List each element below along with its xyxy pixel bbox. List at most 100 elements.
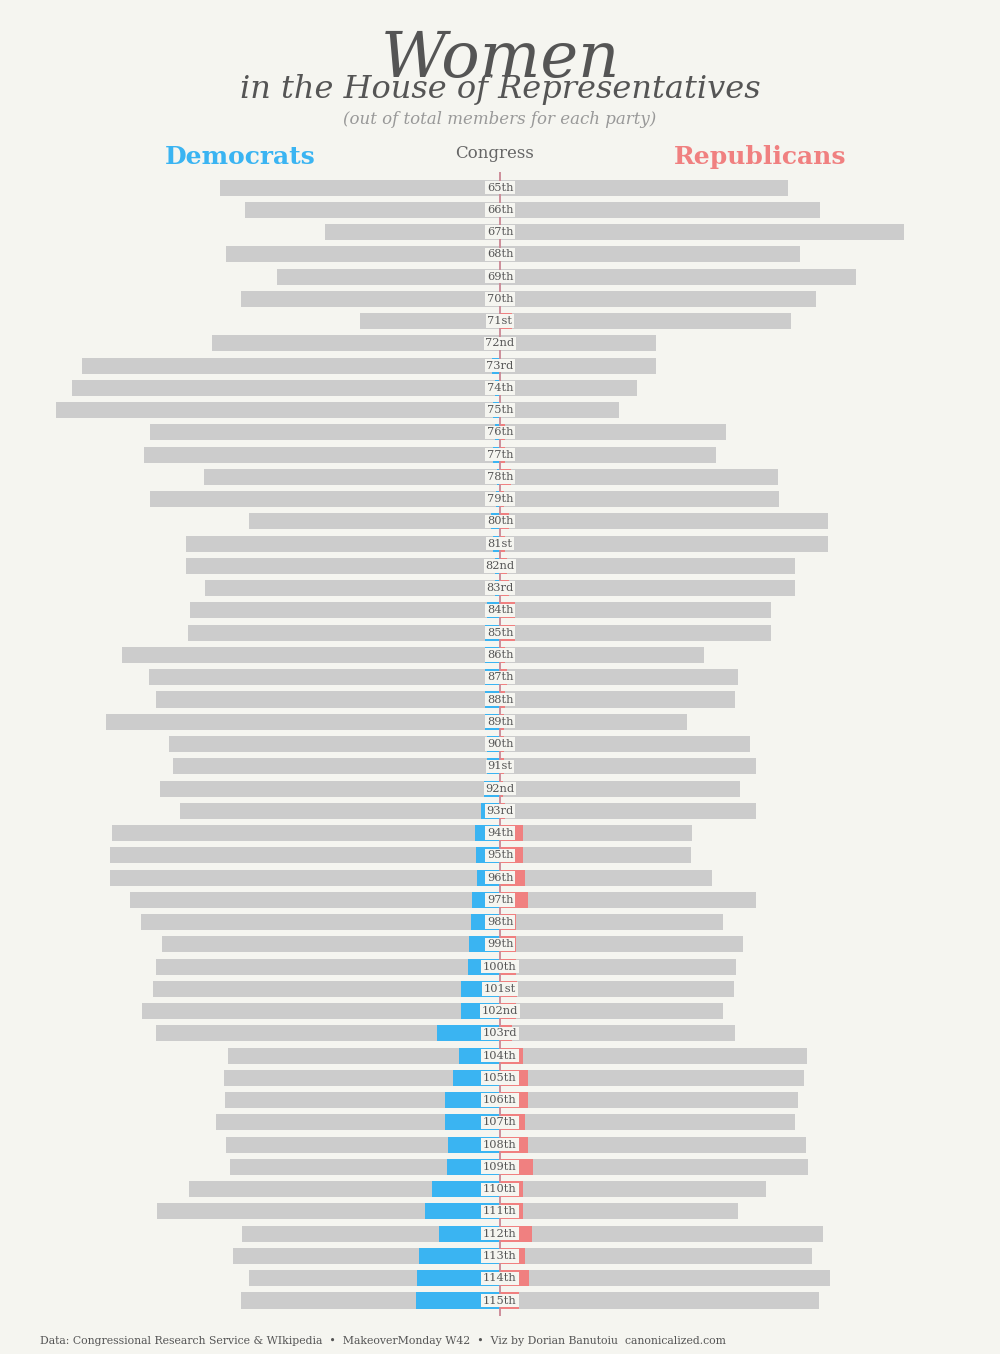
Bar xyxy=(500,513,509,529)
Text: 98th: 98th xyxy=(487,917,513,927)
Bar xyxy=(233,1248,500,1265)
Bar xyxy=(492,357,500,374)
Bar xyxy=(477,869,500,886)
Text: 101st: 101st xyxy=(484,984,516,994)
Bar xyxy=(497,468,500,485)
Bar xyxy=(487,758,500,774)
Text: in the House of Representatives: in the House of Representatives xyxy=(240,74,760,106)
Bar xyxy=(157,1204,500,1220)
Bar xyxy=(142,1003,500,1020)
Bar xyxy=(500,1225,532,1242)
Bar xyxy=(500,492,779,508)
Bar xyxy=(495,424,500,440)
Bar xyxy=(472,892,500,907)
Text: 108th: 108th xyxy=(483,1140,517,1150)
Bar xyxy=(500,536,828,551)
Bar xyxy=(500,780,503,796)
Bar xyxy=(500,980,517,997)
Bar xyxy=(495,380,500,395)
Text: 80th: 80th xyxy=(487,516,513,527)
Bar xyxy=(500,647,505,663)
Bar xyxy=(500,1093,528,1108)
Bar xyxy=(141,914,500,930)
Bar xyxy=(500,558,795,574)
Bar xyxy=(82,357,500,374)
Bar xyxy=(500,914,723,930)
Bar xyxy=(500,803,505,819)
Bar xyxy=(56,402,500,418)
Bar xyxy=(500,737,504,751)
Bar xyxy=(500,268,856,284)
Bar xyxy=(160,780,500,796)
Bar xyxy=(500,848,523,864)
Bar xyxy=(500,1070,528,1086)
Bar xyxy=(500,357,656,374)
Bar xyxy=(242,1225,500,1242)
Text: 109th: 109th xyxy=(483,1162,517,1173)
Text: 82nd: 82nd xyxy=(485,561,515,571)
Bar xyxy=(500,424,505,440)
Bar xyxy=(500,1136,528,1152)
Bar xyxy=(212,336,500,352)
Text: 73rd: 73rd xyxy=(486,360,514,371)
Bar xyxy=(485,647,500,663)
Bar xyxy=(500,937,516,952)
Bar xyxy=(500,1003,516,1020)
Text: 102nd: 102nd xyxy=(482,1006,518,1016)
Bar xyxy=(500,714,687,730)
Bar xyxy=(453,1070,500,1086)
Bar xyxy=(487,603,500,619)
Text: 87th: 87th xyxy=(487,672,513,682)
Text: Data: Congressional Research Service & WIkipedia  •  MakeoverMonday W42  •  Viz : Data: Congressional Research Service & W… xyxy=(40,1336,726,1346)
Text: 106th: 106th xyxy=(483,1095,517,1105)
Text: 90th: 90th xyxy=(487,739,513,749)
Bar xyxy=(130,892,500,907)
Bar xyxy=(481,803,500,819)
Bar xyxy=(500,869,712,886)
Bar xyxy=(500,692,735,708)
Bar xyxy=(485,669,500,685)
Bar xyxy=(495,558,500,574)
Text: 100th: 100th xyxy=(483,961,517,972)
Bar xyxy=(360,313,500,329)
Bar xyxy=(226,1136,500,1152)
Bar xyxy=(493,402,500,418)
Bar xyxy=(439,1225,500,1242)
Bar xyxy=(180,803,500,819)
Text: 95th: 95th xyxy=(487,850,513,860)
Text: 67th: 67th xyxy=(487,227,513,237)
Bar xyxy=(459,1048,500,1064)
Bar xyxy=(485,692,500,708)
Text: 70th: 70th xyxy=(487,294,513,303)
Bar xyxy=(500,737,750,751)
Bar xyxy=(468,959,500,975)
Bar xyxy=(500,291,816,307)
Bar xyxy=(110,848,500,864)
Bar xyxy=(500,1114,795,1131)
Bar xyxy=(500,603,515,619)
Bar xyxy=(500,1048,523,1064)
Bar xyxy=(162,937,500,952)
Text: 93rd: 93rd xyxy=(486,806,514,816)
Bar xyxy=(500,825,523,841)
Bar xyxy=(500,447,716,463)
Bar xyxy=(220,180,500,195)
Bar xyxy=(500,959,736,975)
Text: 99th: 99th xyxy=(487,940,513,949)
Text: 76th: 76th xyxy=(487,428,513,437)
Bar xyxy=(150,492,500,508)
Text: 68th: 68th xyxy=(487,249,513,260)
Bar xyxy=(169,737,500,751)
Text: 94th: 94th xyxy=(487,829,513,838)
Bar xyxy=(122,647,500,663)
Bar xyxy=(500,869,525,886)
Bar xyxy=(485,624,500,640)
Bar xyxy=(493,536,500,551)
Bar xyxy=(188,624,500,640)
Bar xyxy=(500,558,507,574)
Bar xyxy=(500,825,692,841)
Bar xyxy=(448,1136,500,1152)
Text: 107th: 107th xyxy=(483,1117,517,1128)
Bar xyxy=(500,1048,807,1064)
Bar xyxy=(500,202,820,218)
